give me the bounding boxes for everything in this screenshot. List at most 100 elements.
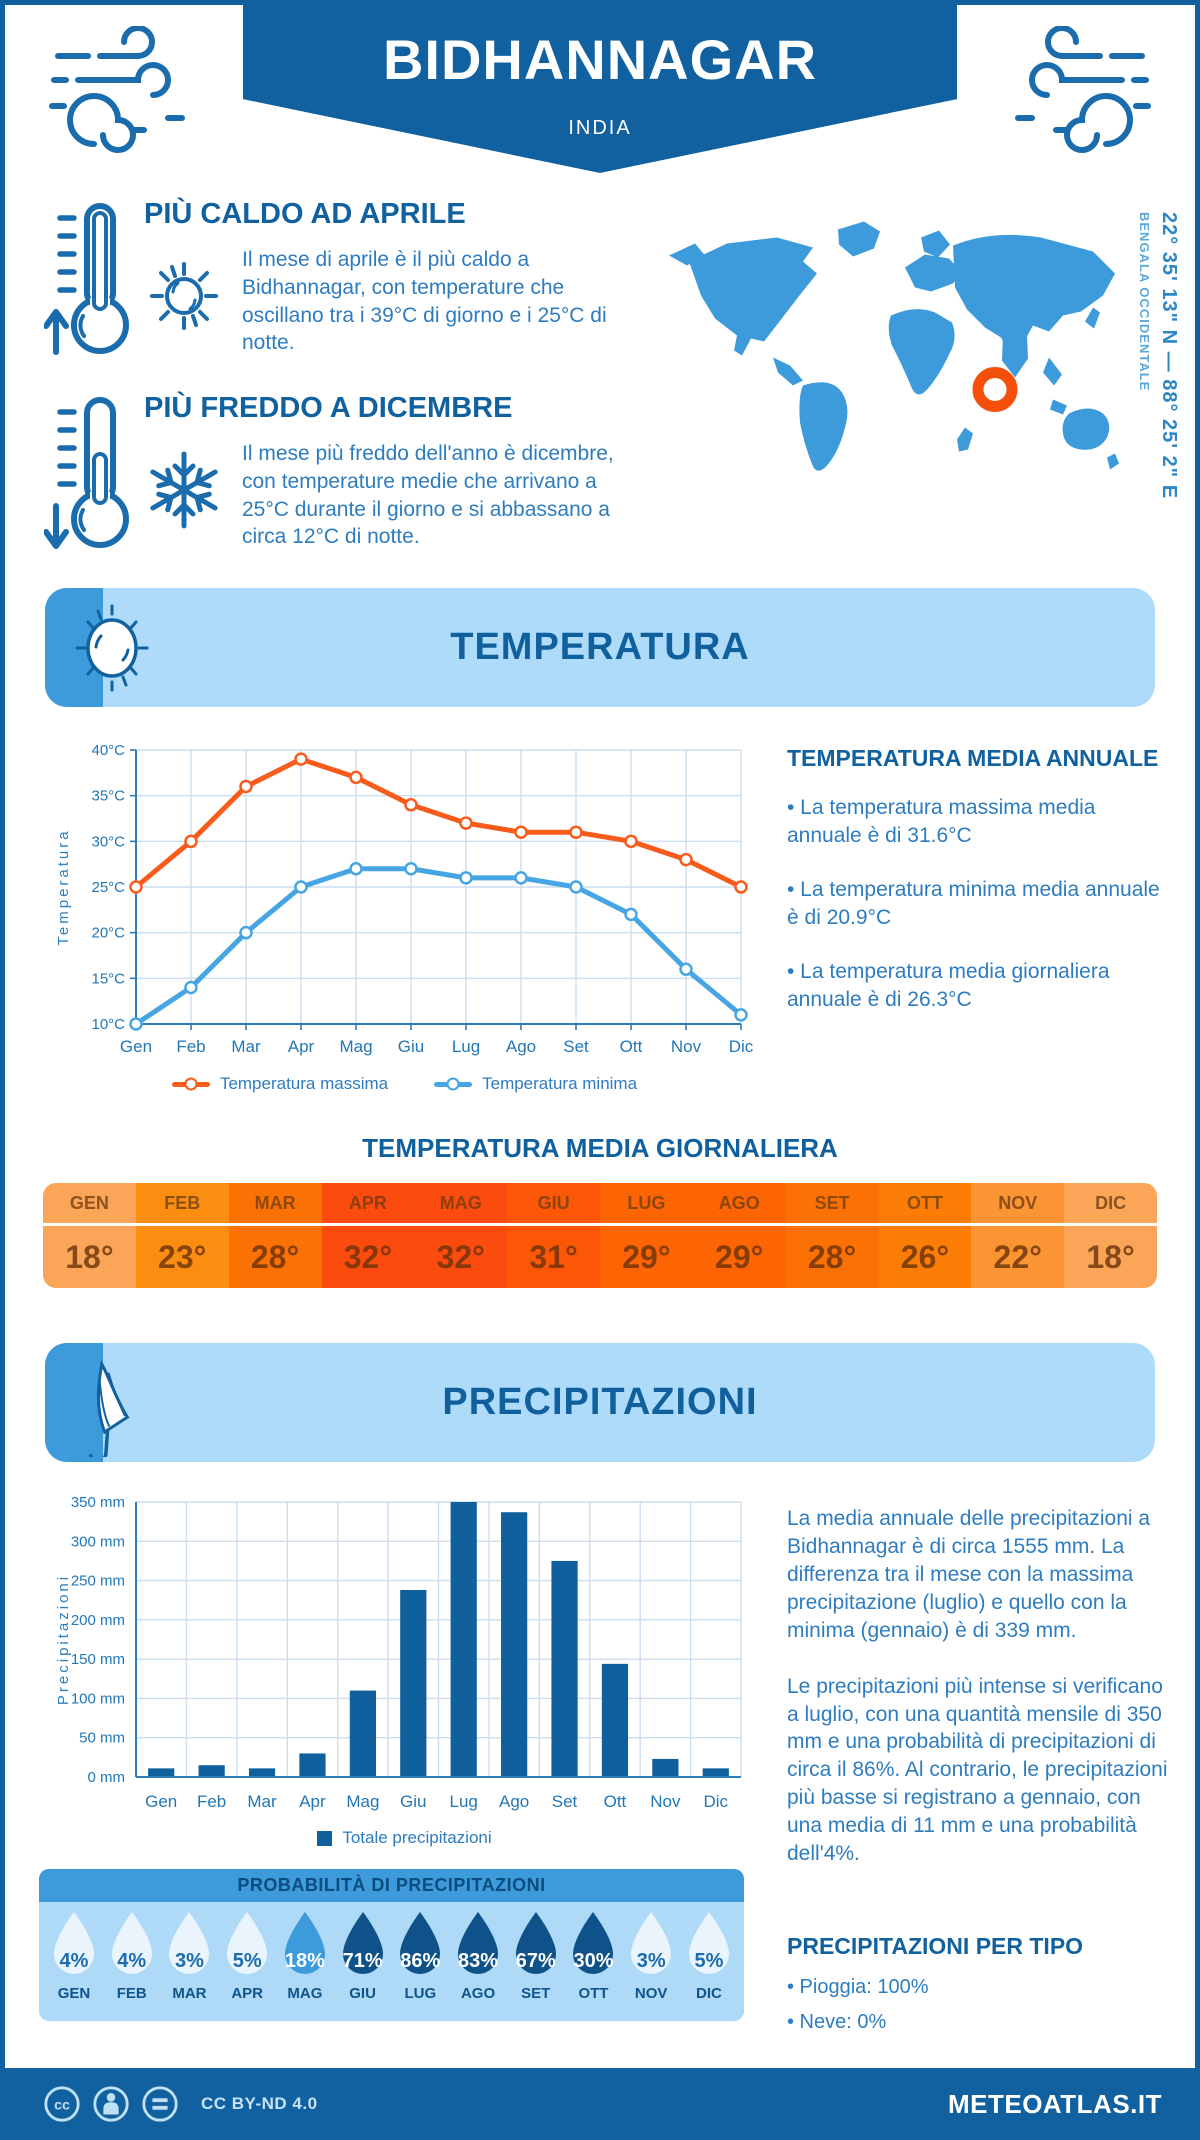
cc-icons: cc CC BY-ND 4.0	[42, 2084, 318, 2124]
svg-text:Giu: Giu	[400, 1792, 426, 1811]
svg-text:20°C: 20°C	[91, 925, 125, 942]
probability-drop: 3% NOV	[624, 1910, 678, 2002]
table-month-cell: GIU	[507, 1183, 600, 1223]
probability-month: MAG	[287, 1985, 323, 2002]
table-value-cell: 18°	[43, 1226, 136, 1288]
raindrop-icon	[688, 1912, 729, 1974]
sun-banner-icon	[75, 604, 149, 692]
svg-text:10°C: 10°C	[91, 1016, 125, 1033]
svg-text:15°C: 15°C	[91, 970, 125, 987]
svg-text:0 mm: 0 mm	[88, 1769, 126, 1786]
probability-title: PROBABILITÀ DI PRECIPITAZIONI	[39, 1869, 744, 1902]
svg-text:Mag: Mag	[339, 1037, 372, 1056]
probability-drop: 4% FEB	[105, 1910, 159, 2002]
probability-month: SET	[521, 1985, 551, 2002]
probability-drop: 71% GIU	[336, 1910, 390, 2002]
table-value-cell: 32°	[321, 1226, 415, 1288]
precipitation-types-panel: PRECIPITAZIONI PER TIPO • Pioggia: 100% …	[787, 1933, 1167, 2043]
table-month-cell: OTT	[878, 1183, 972, 1223]
svg-text:40°C: 40°C	[91, 742, 125, 759]
footer: cc CC BY-ND 4.0 METEOATLAS.IT	[0, 2068, 1200, 2140]
license-label: CC BY-ND 4.0	[201, 2094, 318, 2113]
probability-month: DIC	[695, 1985, 722, 2002]
probability-month: MAR	[172, 1985, 207, 2002]
raindrop-icon	[284, 1912, 325, 1974]
table-value-cell: 26°	[878, 1226, 972, 1288]
cc-by-icon	[93, 2086, 129, 2122]
probability-month: OTT	[578, 1985, 609, 2002]
banner-accent-strip	[45, 1343, 103, 1462]
probability-value: 5%	[232, 1950, 262, 1972]
probability-drops: 4% GEN 4% FEB 3% MAR 5% APR 18% MAG 71% GIU 86% LUG 83…	[39, 1902, 744, 2002]
daily-temperature-title: TEMPERATURA MEDIA GIORNALIERA	[362, 1133, 838, 1163]
svg-text:Nov: Nov	[650, 1792, 681, 1811]
probability-month: APR	[231, 1985, 263, 2002]
probability-drop: 83% AGO	[451, 1910, 505, 2002]
legend-item: Temperatura massima	[171, 1074, 388, 1094]
svg-text:Feb: Feb	[197, 1792, 226, 1811]
svg-text:Dic: Dic	[729, 1037, 754, 1056]
probability-month: NOV	[634, 1985, 668, 2002]
probability-drop: 3% MAR	[162, 1910, 216, 2002]
raindrop-icon	[342, 1912, 383, 1974]
table-month-cell: NOV	[971, 1183, 1065, 1223]
table-month-cell: MAG	[414, 1183, 508, 1223]
legend-marker	[171, 1077, 210, 1091]
probability-drop: 86% LUG	[393, 1910, 447, 2002]
probability-drop: 5% APR	[220, 1910, 274, 2002]
svg-text:cc: cc	[54, 2098, 70, 2114]
svg-text:Apr: Apr	[299, 1792, 326, 1811]
probability-value: 4%	[117, 1950, 147, 1972]
probability-drop: 5% DIC	[682, 1910, 736, 2002]
highlight-warmest-text: Il mese di aprile è il più caldo a Bidha…	[242, 247, 607, 355]
legend-marker	[434, 1077, 473, 1091]
temperature-banner: TEMPERATURA	[45, 588, 1155, 707]
svg-text:Ott: Ott	[604, 1792, 627, 1811]
precipitation-chart-legend: Totale precipitazioni	[52, 1828, 757, 1848]
highlight-warmest-title: PIÙ CALDO AD APRILE	[144, 198, 466, 230]
cc-nd-icon	[142, 2086, 178, 2122]
svg-text:25°C: 25°C	[91, 879, 125, 896]
raindrop-icon	[169, 1912, 210, 1974]
umbrella-banner-icon	[88, 1359, 130, 1457]
raindrop-icon	[54, 1912, 94, 1974]
snowflake-icon	[144, 444, 224, 534]
svg-text:35°C: 35°C	[91, 788, 125, 805]
raindrop-icon	[227, 1912, 268, 1974]
probability-month: GEN	[57, 1985, 91, 2002]
svg-text:Feb: Feb	[176, 1037, 205, 1056]
header-banner: BIDHANNAGAR INDIA	[243, 5, 957, 173]
coordinates-block: BENGALA OCCIDENTALE 22° 35' 13" N — 88° …	[1137, 212, 1180, 522]
probability-value: 18%	[284, 1950, 325, 1972]
temperature-section-title: TEMPERATURA	[450, 626, 750, 668]
table-value-cell: 29°	[600, 1226, 693, 1288]
location-marker	[972, 367, 1018, 412]
svg-text:200 mm: 200 mm	[71, 1612, 125, 1629]
page-title: BIDHANNAGAR	[382, 28, 818, 91]
table-month-cell: LUG	[600, 1183, 693, 1223]
legend-marker	[317, 1830, 333, 1846]
svg-text:Giu: Giu	[398, 1037, 424, 1056]
probability-value: 83%	[458, 1950, 499, 1972]
table-value-cell: 22°	[971, 1226, 1065, 1288]
cc-icon: cc	[44, 2086, 80, 2122]
site-label: METEOATLAS.IT	[947, 2088, 1162, 2119]
world-map	[655, 208, 1123, 518]
table-month-cell: APR	[321, 1183, 415, 1223]
annual-min-bullet: • La temperatura minima media annuale è …	[787, 877, 1160, 929]
raindrop-icon	[458, 1912, 499, 1974]
annual-mean-bullet: • La temperatura media giornaliera annua…	[787, 959, 1110, 1011]
table-value-cell: 28°	[785, 1226, 879, 1288]
highlight-warmest: PIÙ CALDO AD APRILE Il mese di aprile è …	[44, 198, 644, 360]
highlight-coldest-title: PIÙ FREDDO A DICEMBRE	[144, 392, 513, 424]
precipitation-section-title: PRECIPITAZIONI	[442, 1381, 758, 1423]
wind-icon	[49, 26, 185, 153]
precipitation-paragraph-2: Le precipitazioni più intense si verific…	[787, 1674, 1168, 1866]
region-label: BENGALA OCCIDENTALE	[1137, 212, 1152, 392]
probability-drop: 4% GEN	[47, 1910, 101, 2002]
svg-text:Set: Set	[552, 1792, 578, 1811]
annual-temperature-panel: TEMPERATURA MEDIA ANNUALE • La temperatu…	[787, 745, 1165, 1040]
thermometer-down-icon	[44, 397, 129, 549]
svg-text:Ott: Ott	[620, 1037, 643, 1056]
probability-drop: 18% MAG	[278, 1910, 332, 2002]
